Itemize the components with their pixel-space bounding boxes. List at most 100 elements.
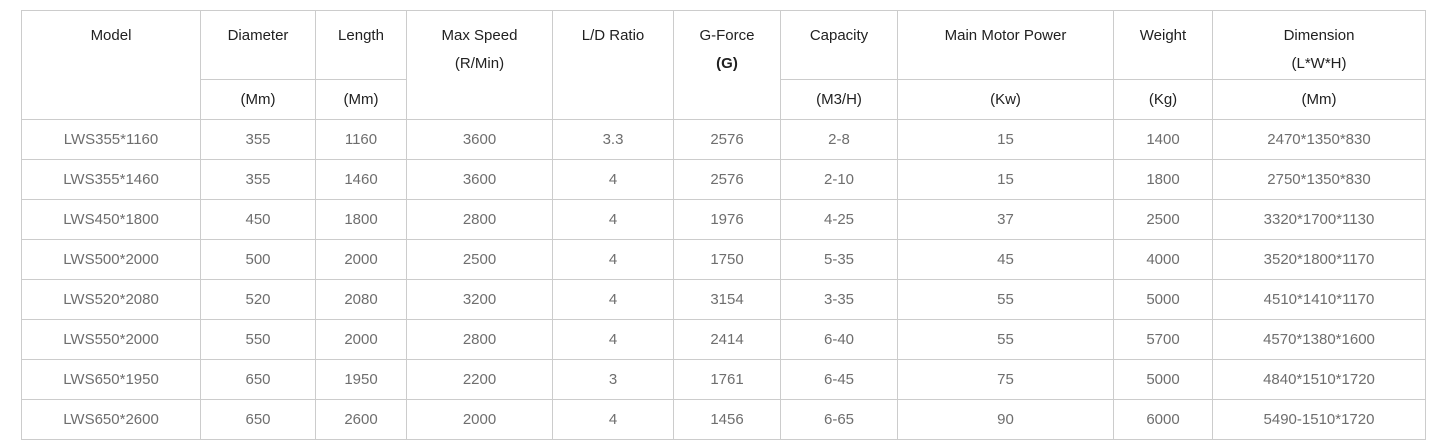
cell-capacity: 5-35 bbox=[780, 239, 898, 280]
col-header-ld-ratio: L/D Ratio bbox=[552, 10, 674, 120]
cell-capacity: 2-10 bbox=[780, 159, 898, 200]
cell-capacity: 6-65 bbox=[780, 399, 898, 440]
cell-dimension: 4510*1410*1170 bbox=[1212, 279, 1426, 320]
table-header: Model Diameter Length Max Speed (R/Min) … bbox=[21, 10, 1426, 120]
col-header-label: L/D Ratio bbox=[581, 27, 645, 44]
cell-dimension: 4570*1380*1600 bbox=[1212, 319, 1426, 360]
col-header-label: G-Force bbox=[699, 27, 755, 44]
table-row: LWS500*2000 500 2000 2500 4 1750 5-35 45 4000 352… bbox=[21, 239, 1426, 280]
cell-dimension: 5490-1510*1720 bbox=[1212, 399, 1426, 440]
col-header-diameter: Diameter bbox=[200, 10, 316, 80]
cell-max-speed: 2800 bbox=[406, 199, 553, 240]
col-header-label: Diameter bbox=[227, 27, 289, 44]
cell-diameter: 650 bbox=[200, 399, 316, 440]
cell-max-speed: 3200 bbox=[406, 279, 553, 320]
unit-label: (Mm) bbox=[1301, 91, 1337, 108]
cell-model: LWS355*1460 bbox=[21, 159, 201, 200]
cell-max-speed: 2000 bbox=[406, 399, 553, 440]
col-header-label: Main Motor Power bbox=[944, 27, 1067, 44]
cell-max-speed: 3600 bbox=[406, 119, 553, 160]
cell-g-force: 1761 bbox=[673, 359, 781, 400]
cell-ld-ratio: 4 bbox=[552, 319, 674, 360]
cell-main-motor-power: 45 bbox=[897, 239, 1114, 280]
col-header-g-force: G-Force (G) bbox=[673, 10, 781, 120]
cell-weight: 2500 bbox=[1113, 199, 1213, 240]
cell-main-motor-power: 90 bbox=[897, 399, 1114, 440]
unit-length: (Mm) bbox=[315, 79, 407, 120]
col-header-capacity: Capacity bbox=[780, 10, 898, 80]
col-header-sublabel: (L*W*H) bbox=[1291, 55, 1347, 72]
cell-ld-ratio: 3.3 bbox=[552, 119, 674, 160]
cell-diameter: 520 bbox=[200, 279, 316, 320]
unit-label: (Kg) bbox=[1148, 91, 1178, 108]
cell-length: 1800 bbox=[315, 199, 407, 240]
cell-max-speed: 2800 bbox=[406, 319, 553, 360]
unit-main-motor-power: (Kw) bbox=[897, 79, 1114, 120]
cell-g-force: 2576 bbox=[673, 119, 781, 160]
cell-length: 1460 bbox=[315, 159, 407, 200]
cell-weight: 5000 bbox=[1113, 279, 1213, 320]
table-row: LWS355*1460 355 1460 3600 4 2576 2-10 15 1800 275… bbox=[21, 159, 1426, 200]
col-header-length: Length bbox=[315, 10, 407, 80]
cell-length: 2000 bbox=[315, 319, 407, 360]
spec-table: Model Diameter Length Max Speed (R/Min) … bbox=[21, 10, 1426, 440]
cell-main-motor-power: 15 bbox=[897, 119, 1114, 160]
cell-ld-ratio: 4 bbox=[552, 239, 674, 280]
col-header-sublabel: (R/Min) bbox=[454, 55, 505, 72]
header-row-units: (Mm) (Mm) (M3/H) (Kw) (Kg) (Mm) bbox=[22, 79, 1426, 120]
cell-capacity: 2-8 bbox=[780, 119, 898, 160]
unit-label: (M3/H) bbox=[816, 91, 862, 108]
col-header-main-motor-power: Main Motor Power bbox=[897, 10, 1114, 80]
table-row: LWS650*2600 650 2600 2000 4 1456 6-65 90 6000 549… bbox=[21, 399, 1426, 440]
cell-weight: 1800 bbox=[1113, 159, 1213, 200]
col-header-label: Capacity bbox=[809, 27, 869, 44]
cell-dimension: 4840*1510*1720 bbox=[1212, 359, 1426, 400]
cell-length: 1160 bbox=[315, 119, 407, 160]
unit-weight: (Kg) bbox=[1113, 79, 1213, 120]
cell-ld-ratio: 3 bbox=[552, 359, 674, 400]
cell-g-force: 1976 bbox=[673, 199, 781, 240]
cell-g-force: 2414 bbox=[673, 319, 781, 360]
cell-weight: 4000 bbox=[1113, 239, 1213, 280]
cell-g-force: 3154 bbox=[673, 279, 781, 320]
col-header-max-speed: Max Speed (R/Min) bbox=[406, 10, 553, 120]
table-row: LWS650*1950 650 1950 2200 3 1761 6-45 75 5000 484… bbox=[21, 359, 1426, 400]
cell-diameter: 550 bbox=[200, 319, 316, 360]
cell-max-speed: 3600 bbox=[406, 159, 553, 200]
unit-label: (Mm) bbox=[240, 91, 276, 108]
cell-length: 2000 bbox=[315, 239, 407, 280]
cell-length: 2600 bbox=[315, 399, 407, 440]
table-row: LWS450*1800 450 1800 2800 4 1976 4-25 37 2500 332… bbox=[21, 199, 1426, 240]
cell-weight: 6000 bbox=[1113, 399, 1213, 440]
cell-diameter: 500 bbox=[200, 239, 316, 280]
cell-ld-ratio: 4 bbox=[552, 279, 674, 320]
cell-model: LWS550*2000 bbox=[21, 319, 201, 360]
cell-diameter: 650 bbox=[200, 359, 316, 400]
unit-diameter: (Mm) bbox=[200, 79, 316, 120]
cell-weight: 5700 bbox=[1113, 319, 1213, 360]
cell-weight: 5000 bbox=[1113, 359, 1213, 400]
cell-max-speed: 2500 bbox=[406, 239, 553, 280]
cell-ld-ratio: 4 bbox=[552, 399, 674, 440]
unit-label: (Mm) bbox=[343, 91, 379, 108]
cell-weight: 1400 bbox=[1113, 119, 1213, 160]
cell-capacity: 3-35 bbox=[780, 279, 898, 320]
col-header-dimension: Dimension (L*W*H) bbox=[1212, 10, 1426, 80]
cell-dimension: 2750*1350*830 bbox=[1212, 159, 1426, 200]
cell-main-motor-power: 15 bbox=[897, 159, 1114, 200]
cell-dimension: 2470*1350*830 bbox=[1212, 119, 1426, 160]
col-header-label: Max Speed bbox=[441, 27, 518, 44]
cell-capacity: 6-45 bbox=[780, 359, 898, 400]
cell-diameter: 355 bbox=[200, 159, 316, 200]
cell-model: LWS650*2600 bbox=[21, 399, 201, 440]
table-body: LWS355*1160 355 1160 3600 3.3 2576 2-8 15 1400 24… bbox=[21, 119, 1426, 440]
cell-model: LWS450*1800 bbox=[21, 199, 201, 240]
col-header-label: Length bbox=[338, 27, 384, 44]
cell-dimension: 3320*1700*1130 bbox=[1212, 199, 1426, 240]
header-row-labels: Model Diameter Length Max Speed (R/Min) … bbox=[21, 10, 1426, 120]
unit-dimension: (Mm) bbox=[1212, 79, 1426, 120]
table-row: LWS550*2000 550 2000 2800 4 2414 6-40 55 5700 457… bbox=[21, 319, 1426, 360]
cell-model: LWS355*1160 bbox=[21, 119, 201, 160]
cell-g-force: 1750 bbox=[673, 239, 781, 280]
